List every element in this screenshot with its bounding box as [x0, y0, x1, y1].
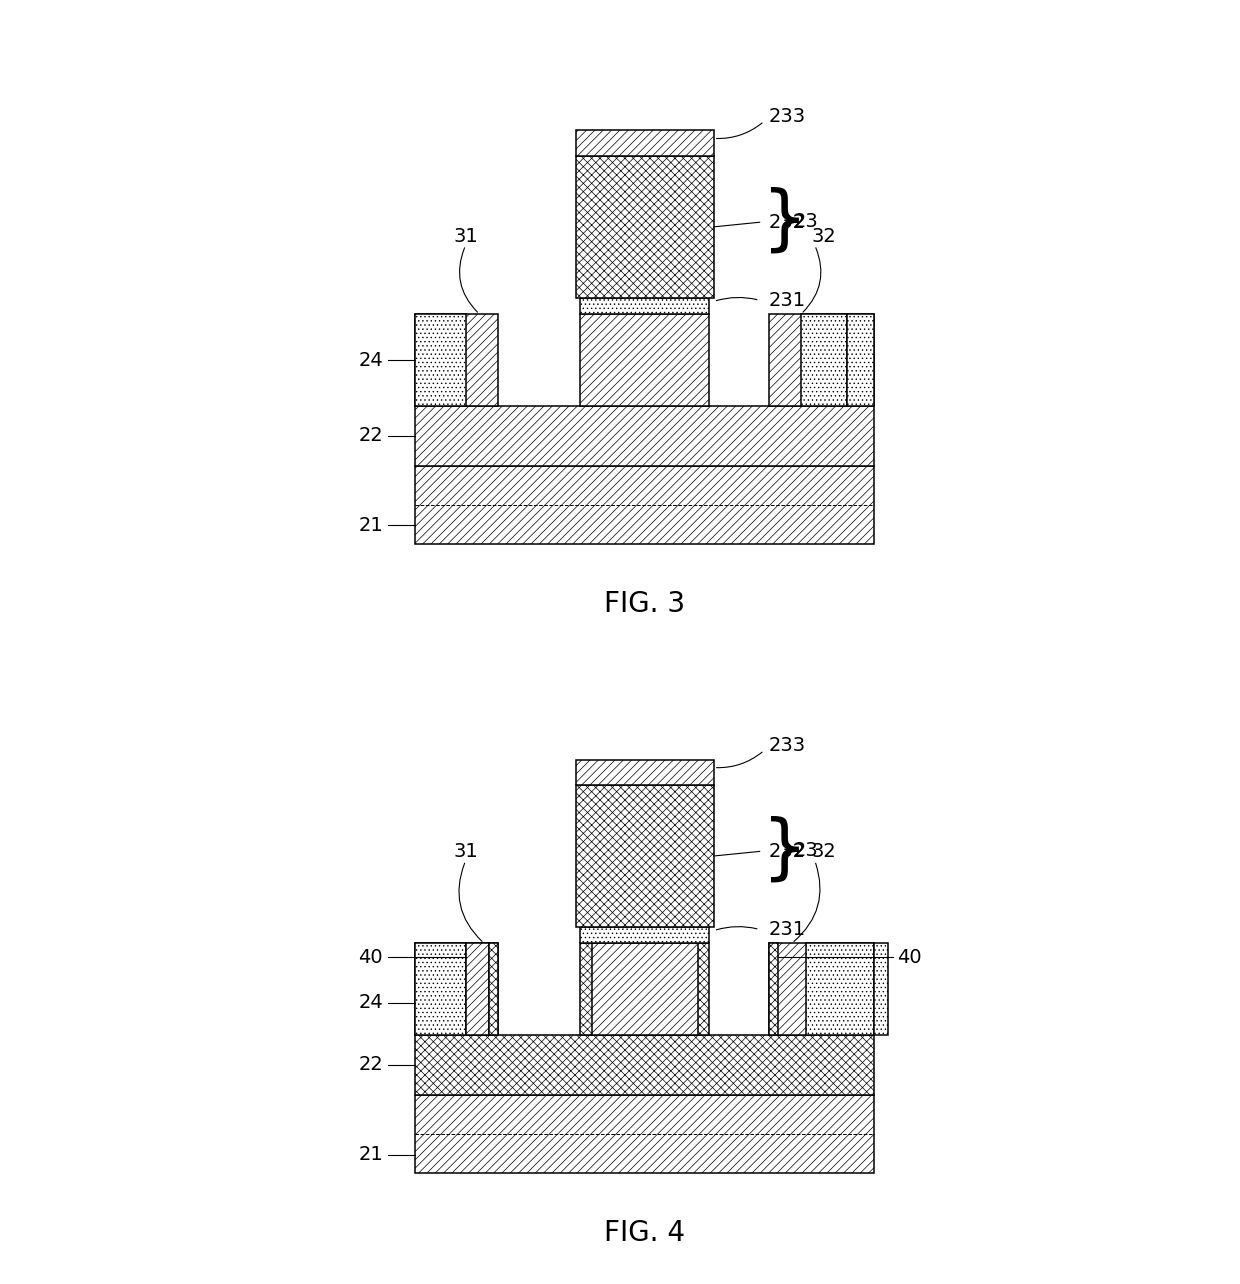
Text: 24: 24 [358, 994, 383, 1013]
Bar [580, 298, 709, 315]
Bar [415, 315, 497, 406]
Text: 22: 22 [358, 426, 383, 446]
Bar [580, 927, 709, 944]
Bar [591, 944, 698, 1035]
Text: 233: 233 [769, 107, 806, 126]
Text: 22: 22 [358, 1055, 383, 1075]
Bar [575, 785, 714, 927]
Bar [466, 944, 489, 1035]
Text: 232: 232 [769, 213, 806, 231]
Bar [575, 760, 714, 785]
Bar [769, 315, 874, 406]
Text: 233: 233 [769, 736, 806, 755]
Bar [575, 131, 714, 155]
Bar [801, 315, 847, 406]
Text: 31: 31 [454, 226, 479, 245]
Bar [580, 315, 709, 406]
Text: 21: 21 [358, 516, 383, 535]
Text: 23: 23 [794, 841, 818, 860]
Bar [415, 406, 874, 466]
Text: 24: 24 [358, 351, 383, 370]
Bar [489, 944, 497, 1035]
Bar [874, 944, 888, 1035]
Text: 231: 231 [769, 921, 806, 939]
Text: 23: 23 [794, 212, 818, 231]
Bar [415, 1095, 874, 1172]
Bar [575, 155, 714, 298]
Bar [415, 315, 466, 406]
Text: FIG. 4: FIG. 4 [604, 1219, 686, 1247]
Text: }: } [761, 815, 807, 885]
Bar [415, 944, 466, 1035]
Text: 21: 21 [358, 1145, 383, 1165]
Bar [415, 944, 497, 1035]
Bar [769, 944, 874, 1035]
Text: 31: 31 [454, 842, 479, 860]
Text: 231: 231 [769, 291, 806, 309]
Bar [806, 944, 874, 1035]
Text: }: } [761, 186, 807, 256]
Text: 32: 32 [811, 842, 836, 860]
Text: 232: 232 [769, 842, 806, 860]
Bar [580, 944, 709, 1035]
Text: 40: 40 [898, 948, 923, 967]
Text: 40: 40 [358, 948, 383, 967]
Bar [847, 315, 874, 406]
Bar [415, 1035, 874, 1095]
Text: FIG. 3: FIG. 3 [604, 589, 686, 618]
Text: 32: 32 [811, 226, 836, 245]
Bar [769, 944, 777, 1035]
Bar [415, 466, 874, 543]
